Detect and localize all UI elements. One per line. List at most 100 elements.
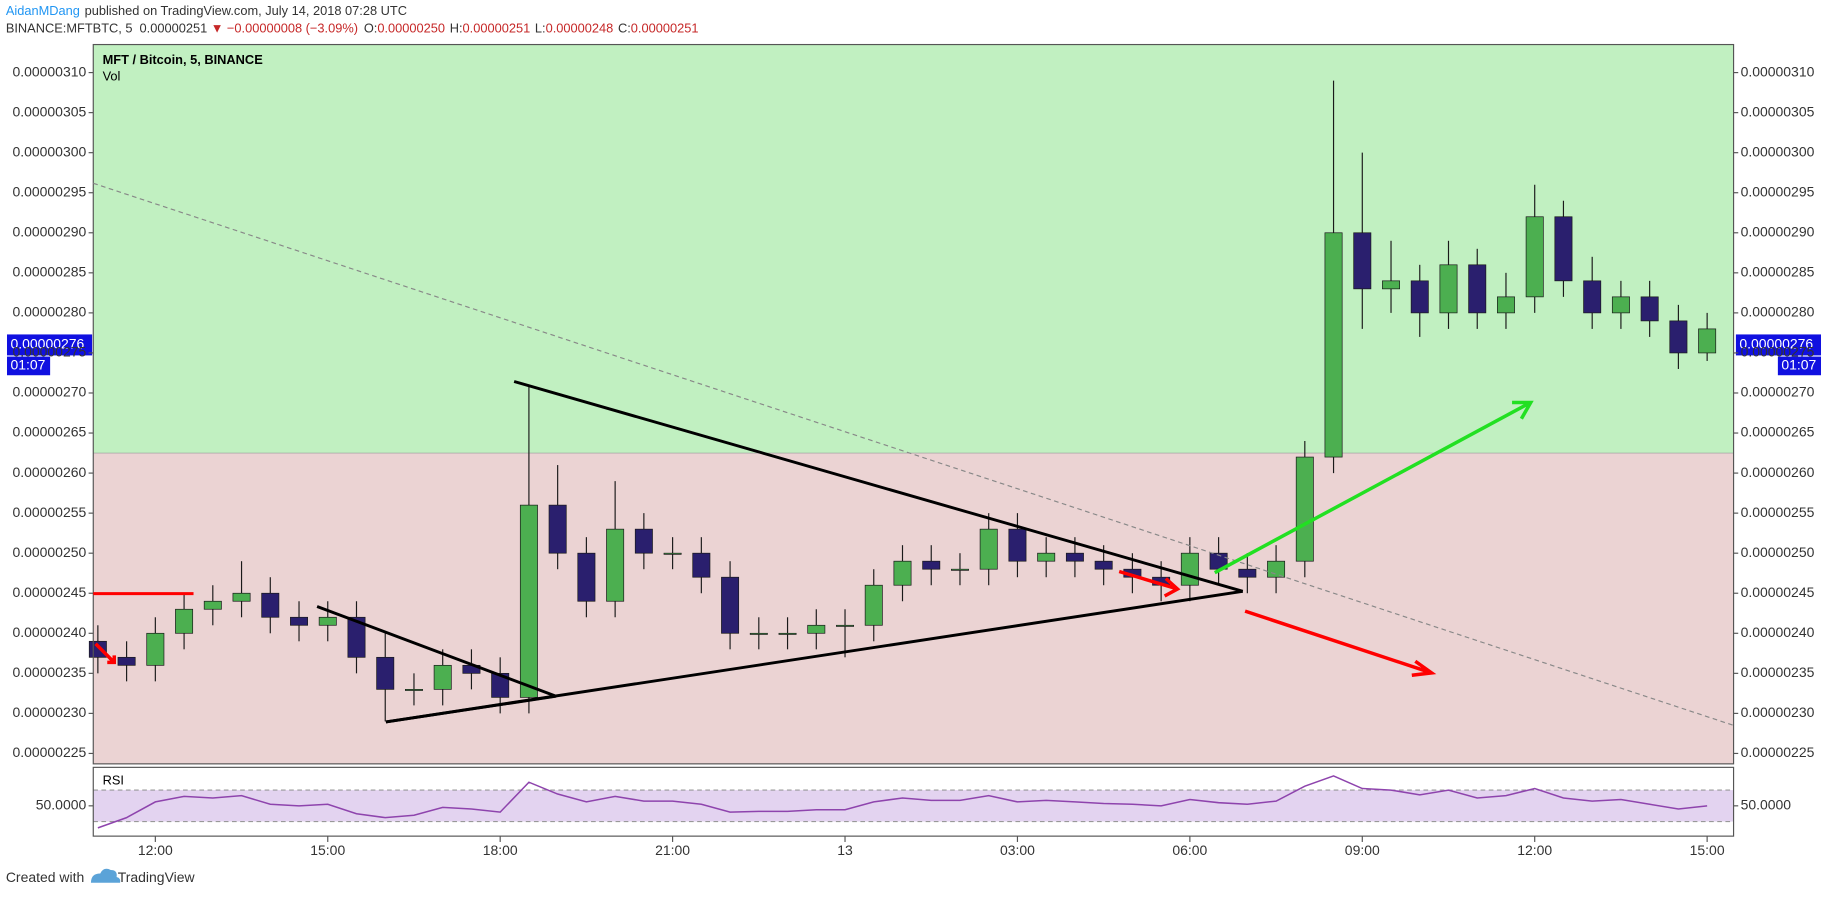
pane-subtitle: Vol xyxy=(103,69,121,84)
candle-body xyxy=(519,504,538,698)
candle-body xyxy=(1353,232,1372,290)
candle-body xyxy=(376,656,395,690)
y-tick-label: 0.00000235 xyxy=(12,664,86,680)
countdown: 01:07 xyxy=(10,357,45,373)
candle-body xyxy=(203,600,222,610)
trend-line xyxy=(385,589,1243,724)
candle-body xyxy=(1583,280,1602,314)
y-tick-label: 0.00000275 xyxy=(1741,344,1815,360)
rsi-line xyxy=(97,775,1708,829)
brand[interactable]: TradingView xyxy=(118,869,196,885)
y-tick-label: 0.00000285 xyxy=(12,264,86,280)
candle-body xyxy=(433,664,452,690)
arrow xyxy=(1244,609,1437,677)
candle-body xyxy=(663,552,682,555)
x-tick-label: 21:00 xyxy=(655,842,690,858)
x-tick-label: 03:00 xyxy=(1000,842,1035,858)
ohlc-label: O: xyxy=(364,21,378,36)
y-tick-label: 0.00000310 xyxy=(1741,63,1815,79)
created-with: Created with xyxy=(6,869,84,885)
trend-line xyxy=(513,380,1244,593)
zone-above xyxy=(93,44,1734,454)
rsi-pane: RSI 50.0000 50.0000 xyxy=(36,766,1791,837)
y-tick-label: 0.00000305 xyxy=(1741,103,1815,119)
candle-body xyxy=(778,632,797,635)
candle-body xyxy=(404,689,423,691)
change: −0.00000008 (−3.09%) xyxy=(227,21,358,36)
candle-body xyxy=(1497,296,1515,314)
y-tick-label: 0.00000265 xyxy=(1741,424,1815,440)
y-tick-label: 0.00000270 xyxy=(12,384,86,400)
y-tick-label: 0.00000225 xyxy=(1741,744,1815,760)
candle-body xyxy=(1295,456,1314,562)
y-tick-label: 0.00000310 xyxy=(12,63,86,79)
last-price: 0.00000276 xyxy=(1739,336,1813,352)
red-arrows xyxy=(94,569,1437,677)
candle-body xyxy=(261,592,280,618)
countdown-box xyxy=(6,356,51,376)
y-tick-label: 0.00000255 xyxy=(1741,504,1815,520)
y-tick-label: 0.00000245 xyxy=(1741,584,1815,600)
y-tick-label: 0.00000270 xyxy=(1741,384,1815,400)
candle-body xyxy=(634,528,653,554)
symbol-line: BINANCE:MFTBTC, 5 0.00000251 ▼ −0.00000008 … xyxy=(6,21,699,36)
last: 0.00000251 xyxy=(140,21,208,36)
candle-body xyxy=(1065,552,1084,562)
candle-body xyxy=(1382,280,1400,290)
y-tick-label: 0.00000265 xyxy=(12,424,86,440)
dashed-trend xyxy=(93,182,1734,726)
x-tick-label: 09:00 xyxy=(1345,842,1380,858)
candle-body xyxy=(1180,552,1199,586)
arrow xyxy=(1118,569,1181,598)
trend-line xyxy=(316,605,557,698)
price-pane: MFT / Bitcoin, 5, BINANCE Vol 0.00000276 01… xyxy=(6,43,1822,765)
candle-body xyxy=(1094,560,1113,570)
candle-body xyxy=(1525,216,1544,298)
candle-body xyxy=(692,552,711,578)
candle-body xyxy=(1468,264,1487,314)
candle-body xyxy=(1439,264,1458,314)
y-tick-label: 0.00000240 xyxy=(1741,624,1815,640)
x-tick-label: 15:00 xyxy=(1690,842,1725,858)
published: published on TradingView.com, July 14, 2… xyxy=(85,3,407,18)
candle-body xyxy=(893,560,912,586)
candle-body xyxy=(864,584,883,626)
candle-body xyxy=(749,632,768,635)
pane-frame xyxy=(92,766,1735,837)
pane-title: RSI xyxy=(103,773,124,788)
candle-body xyxy=(1008,528,1027,562)
candle-body xyxy=(1669,320,1688,354)
y-tick-label: 0.00000240 xyxy=(12,624,86,640)
y-tick-label: 0.00000250 xyxy=(12,544,86,560)
ohlc-value: 0.00000248 xyxy=(546,21,614,36)
last-price: 0.00000276 xyxy=(10,336,84,352)
y-tick-label: 0.00000285 xyxy=(1741,264,1815,280)
x-tick-label: 12:00 xyxy=(1517,842,1552,858)
candle-body xyxy=(146,632,165,666)
ohlc-value: 0.00000251 xyxy=(463,21,531,36)
y-tick-label: 0.00000275 xyxy=(12,344,86,360)
arrow xyxy=(94,642,116,665)
author[interactable]: AidanMDang xyxy=(6,3,80,18)
ohlc-value: 0.00000251 xyxy=(631,21,699,36)
ohlc-label: C: xyxy=(618,21,631,36)
candle-body xyxy=(318,616,337,626)
candle-body xyxy=(1640,296,1659,322)
y-tick-label: 0.00000290 xyxy=(1741,223,1815,239)
x-tick-label: 18:00 xyxy=(483,842,518,858)
candle-body xyxy=(290,616,308,626)
y-tick-label: 0.00000290 xyxy=(12,223,86,239)
ohlc-label: H: xyxy=(450,21,463,36)
countdown-box xyxy=(1777,356,1822,376)
y-tick-label: 50.0000 xyxy=(36,797,87,813)
candle-body xyxy=(548,504,567,554)
footer: Created with TradingView xyxy=(6,868,196,885)
logo xyxy=(90,868,121,883)
candle-body xyxy=(175,608,194,634)
candle-body xyxy=(347,616,366,658)
candle-body xyxy=(577,552,596,602)
x-tick-label: 15:00 xyxy=(310,842,345,858)
y-tick-label: 0.00000295 xyxy=(1741,183,1815,199)
drawings xyxy=(93,182,1734,726)
green-arrow xyxy=(1213,400,1534,575)
